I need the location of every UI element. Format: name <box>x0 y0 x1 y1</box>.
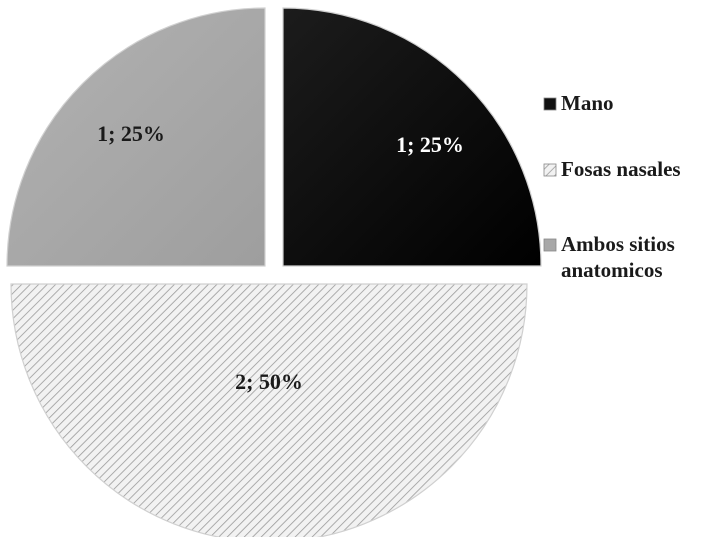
pie-slice-fosas-nasales <box>10 283 528 537</box>
pie-slice-ambos-sitios-anatomicos <box>6 7 266 267</box>
legend-item-fosas-nasales: Fosas nasales <box>543 157 681 181</box>
pie-slices <box>6 7 542 537</box>
slice-label-fosas-nasales: 2; 50% <box>235 369 303 394</box>
legend-swatch-mano <box>543 97 557 111</box>
legend-label-mano: Mano <box>561 91 614 115</box>
pie-slice-mano <box>282 7 542 267</box>
legend-swatch-fosas-nasales <box>543 163 557 177</box>
legend-item-ambos-sitios-anatomicos: Ambos sitios anatomicos <box>543 232 675 282</box>
slice-label-ambos-sitios-anatomicos: 1; 25% <box>97 121 165 146</box>
legend: Mano Fosas nasales Ambos sitios anatomicos <box>543 91 681 282</box>
legend-label-ambos-sitios-anatomicos: Ambos sitios anatomicos <box>561 232 675 282</box>
legend-label-fosas-nasales: Fosas nasales <box>561 157 681 181</box>
slice-labels: 1; 25% 2; 50% 1; 25% <box>97 121 464 394</box>
slice-label-mano: 1; 25% <box>396 132 464 157</box>
legend-swatch-ambos-sitios-anatomicos <box>543 238 557 252</box>
legend-item-mano: Mano <box>543 91 614 115</box>
